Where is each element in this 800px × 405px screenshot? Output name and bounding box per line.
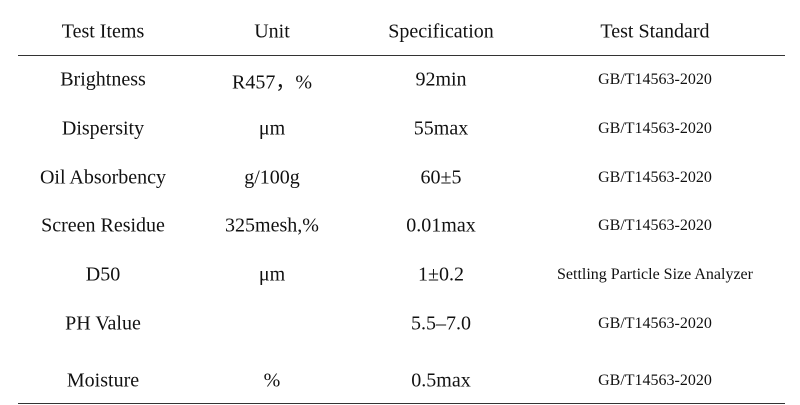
table-cell: Settling Particle Size Analyzer — [557, 266, 753, 283]
table-cell: 1±0.2 — [418, 263, 464, 286]
table-cell: μm — [258, 117, 286, 140]
table-cell: 0.5max — [411, 369, 471, 392]
table-cell: GB/T14563-2020 — [598, 372, 712, 389]
table-cell: GB/T14563-2020 — [598, 315, 712, 332]
table-cell: 55max — [413, 117, 469, 140]
table-cell: PH Value — [65, 312, 141, 335]
table-cell: 5.5–7.0 — [411, 312, 471, 335]
table-cell: GB/T14563-2020 — [598, 71, 712, 88]
header-cell: Test Standard — [600, 20, 710, 43]
header-cell: Test Items — [61, 20, 145, 43]
header-cell: Specification — [388, 20, 494, 43]
header-cell: Unit — [254, 20, 290, 43]
table-cell: Oil Absorbency — [39, 166, 167, 189]
table-cell: Dispersity — [61, 117, 145, 140]
table-cell: R457，% — [232, 71, 312, 94]
table-cell: GB/T14563-2020 — [598, 217, 712, 234]
table-cell: μm — [258, 263, 286, 286]
table-cell: 0.01max — [406, 214, 476, 237]
table-cell: Moisture — [66, 369, 140, 392]
table-cell: 325mesh,% — [225, 214, 319, 237]
header-rule — [18, 55, 785, 56]
table-cell: GB/T14563-2020 — [598, 120, 712, 137]
table-cell: D50 — [85, 263, 121, 286]
table-cell: g/100g — [244, 166, 300, 189]
table-cell: Brightness — [60, 68, 146, 91]
table-cell: 92min — [415, 68, 467, 91]
bottom-rule — [18, 403, 785, 404]
table-cell: Screen Residue — [41, 214, 165, 237]
table-cell: % — [263, 369, 281, 392]
table-cell: GB/T14563-2020 — [598, 169, 712, 186]
table-cell: 60±5 — [420, 166, 462, 189]
